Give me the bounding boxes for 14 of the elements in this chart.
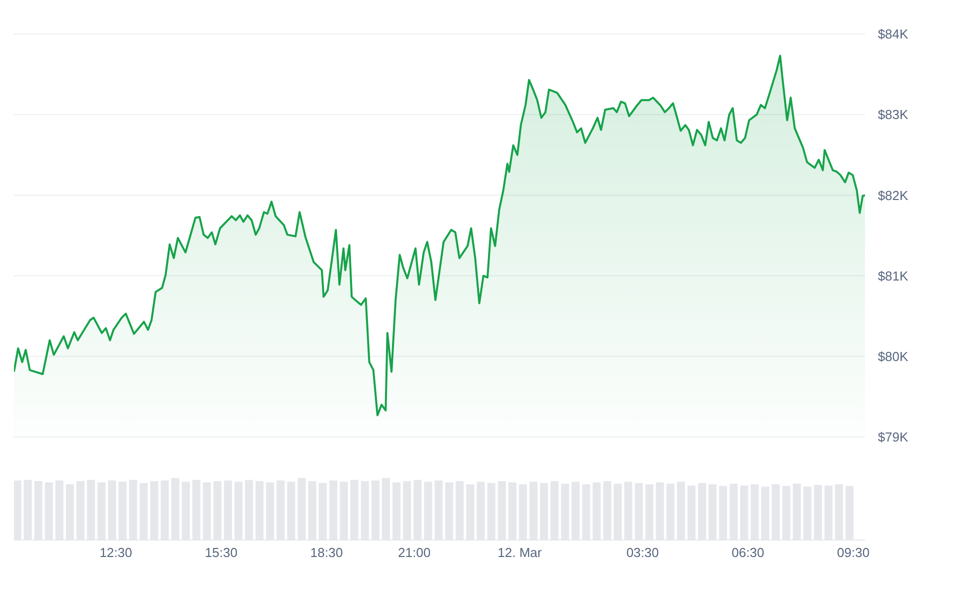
- x-tick-label: 21:00: [398, 545, 431, 560]
- y-tick-label: $84K: [878, 26, 908, 42]
- x-tick-label: 09:30: [837, 545, 870, 560]
- x-tick-label: 12. Mar: [498, 545, 542, 560]
- y-tick-label: $82K: [878, 188, 908, 203]
- x-tick-label: 18:30: [310, 545, 343, 560]
- y-tick-label: $81K: [878, 268, 908, 284]
- y-tick-label: $79K: [878, 430, 908, 445]
- y-tick-label: $83K: [878, 107, 908, 122]
- y-tick-label: $80K: [878, 349, 908, 364]
- x-tick-label: 03:30: [626, 545, 659, 560]
- x-tick-label: 15:30: [204, 545, 238, 560]
- x-tick-label: 12:30: [100, 545, 132, 560]
- x-tick-label: 06:30: [732, 545, 764, 560]
